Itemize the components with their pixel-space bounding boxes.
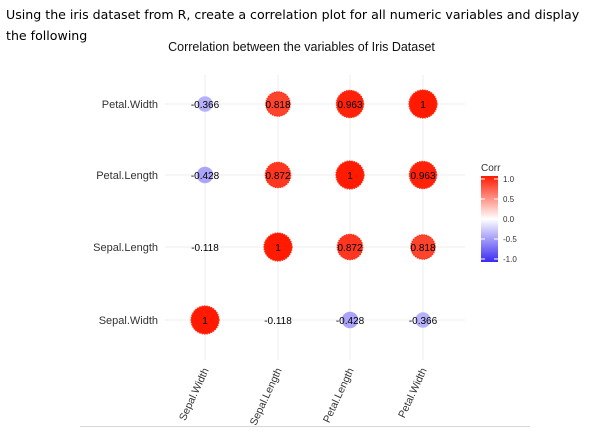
- x-tick-label: Sepal.Width: [177, 366, 212, 423]
- corr-value-label: -0.366: [191, 100, 220, 111]
- corr-value-label: 1: [202, 316, 208, 327]
- x-tick-label: Petal.Length: [321, 366, 357, 425]
- y-tick-label: Sepal.Width: [99, 315, 158, 327]
- corr-marker: [335, 89, 365, 119]
- corr-value-label: 0.818: [265, 100, 290, 111]
- corr-marker: [341, 311, 359, 329]
- corr-value-label: 0.963: [410, 171, 435, 182]
- corr-value-label: 0.818: [410, 243, 435, 254]
- corr-value-label: -0.428: [191, 171, 220, 182]
- legend-tick-label: 1.0: [503, 175, 515, 184]
- corr-marker: [265, 91, 291, 117]
- legend-tick-label: 0.0: [503, 215, 515, 224]
- corr-marker: [335, 160, 365, 190]
- corr-value-label: 0.963: [337, 100, 362, 111]
- corr-value-label: 0.872: [265, 171, 290, 182]
- corr-marker: [197, 96, 213, 112]
- y-tick-label: Sepal.Length: [93, 242, 158, 254]
- legend-tick-label: 0.5: [503, 195, 515, 204]
- x-tick-label: Sepal.Length: [248, 366, 285, 427]
- corr-marker: [336, 233, 364, 261]
- corr-value-label: 0.872: [337, 243, 362, 254]
- legend-tick-label: -0.5: [503, 235, 517, 244]
- question-text: Using the iris dataset from R, create a …: [6, 7, 580, 43]
- corr-marker: [408, 89, 438, 119]
- corr-value-label: 1: [275, 243, 281, 254]
- legend-title: Corr: [481, 163, 501, 174]
- corr-value-label: -0.366: [409, 316, 438, 327]
- corr-value-label: 1: [420, 100, 426, 111]
- legend-colorbar: [481, 176, 498, 262]
- corr-value-label: -0.118: [191, 243, 219, 254]
- chart-title: Correlation between the variables of Iri…: [168, 40, 435, 54]
- corr-marker: [263, 232, 293, 262]
- corr-marker: [408, 160, 438, 190]
- corr-marker: [196, 166, 214, 184]
- corr-marker: [410, 234, 436, 260]
- corr-marker: [264, 161, 292, 189]
- corr-marker: [415, 312, 431, 328]
- legend-tick-label: -1.0: [503, 255, 517, 264]
- corr-value-label: -0.118: [264, 316, 292, 327]
- corr-marker: [190, 305, 220, 335]
- bottom-divider: [80, 426, 530, 427]
- corr-value-label: -0.428: [336, 316, 365, 327]
- x-tick-label: Petal.Width: [396, 366, 430, 420]
- y-tick-label: Petal.Length: [96, 170, 158, 182]
- corr-value-label: 1: [347, 171, 353, 182]
- y-tick-label: Petal.Width: [102, 99, 158, 111]
